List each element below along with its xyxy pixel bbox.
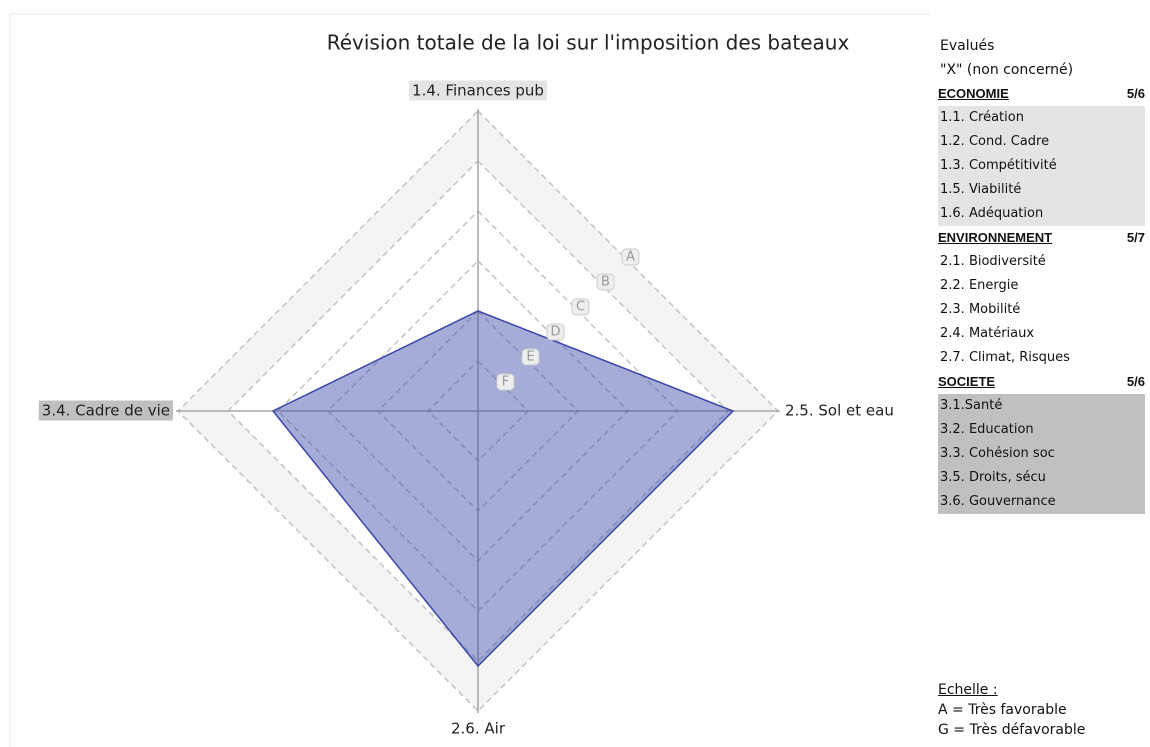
group-item: 1.5. Viabilité <box>940 182 1022 197</box>
axis-label-bg <box>409 80 547 101</box>
chart-title: Révision totale de la loi sur l'impositi… <box>327 31 850 55</box>
tick-label: B <box>601 275 610 290</box>
group-item: 3.1.Santé <box>940 398 1003 413</box>
group-item: 3.3. Cohésion soc <box>940 446 1055 461</box>
group-item: 2.4. Matériaux <box>940 326 1035 341</box>
note: "X" (non concerné) <box>940 62 1074 78</box>
tick-label: D <box>550 325 560 340</box>
group-header: ECONOMIE 5/6 <box>938 82 1145 106</box>
group-item: 2.7. Climat, Risques <box>940 350 1070 365</box>
radar-area <box>271 310 735 668</box>
chart: Révision totale de la loi sur l'impositi… <box>9 13 930 747</box>
tick-box <box>621 248 640 266</box>
group-items: 3.1.Santé 3.2. Education 3.3. Cohésion soc… <box>938 394 1145 514</box>
group-item: 3.2. Education <box>940 422 1034 437</box>
group-item: 1.6. Adéquation <box>940 206 1044 221</box>
group-item: 3.5. Droits, sécu <box>940 470 1046 485</box>
axis-label: 2.6. Air <box>451 720 506 738</box>
group-name: ECONOMIE <box>938 86 1009 101</box>
grid-ring <box>177 110 779 712</box>
tick-label: A <box>626 250 635 265</box>
tick-box <box>596 273 615 291</box>
group-item: 2.3. Mobilité <box>940 302 1021 317</box>
tick-label: E <box>526 350 534 365</box>
scale-note: Echelle : A = Très favorable G = Très déf… <box>938 680 1085 740</box>
note: Evalués <box>940 38 995 54</box>
group-item: 1.1. Création <box>940 110 1024 125</box>
group-item: 2.1. Biodiversité <box>940 254 1046 269</box>
tick-box <box>546 323 565 341</box>
group-item: 1.3. Compétitivité <box>940 158 1057 173</box>
axis-label: 1.4. Finances pub <box>412 82 544 100</box>
group-items: 1.1. Création 1.2. Cond. Cadre 1.3. Compét… <box>938 106 1145 226</box>
group-count: 5/7 <box>1126 230 1145 245</box>
grid-ring <box>227 160 729 662</box>
tick-label: F <box>502 375 509 390</box>
group-header: ENVIRONNEMENT 5/7 <box>938 226 1145 250</box>
axis-label: 3.4. Cadre de vie <box>42 402 170 420</box>
tick-box <box>521 348 540 366</box>
group-header: SOCIETE 5/6 <box>938 370 1145 394</box>
group-count: 5/6 <box>1126 374 1145 389</box>
group-item: 3.6. Gouvernance <box>940 494 1056 509</box>
axis-label-bg <box>38 400 173 421</box>
scale-title: Echelle : <box>938 682 998 698</box>
group-name: ENVIRONNEMENT <box>938 230 1053 245</box>
group-items: 2.1. Biodiversité 2.2. Energie 2.3. Mobili… <box>938 250 1145 370</box>
tick-label: C <box>576 300 585 315</box>
group-count: 5/6 <box>1126 86 1145 101</box>
tick-box <box>496 373 515 391</box>
legend-panel: Evalués "X" (non concerné) ECONOMIE 5/6 1.… <box>938 34 1145 514</box>
group-item: 1.2. Cond. Cadre <box>940 134 1050 149</box>
tick-box <box>571 298 590 316</box>
scale-line: G = Très défavorable <box>938 722 1086 738</box>
group-name: SOCIETE <box>938 374 996 389</box>
scale-line: A = Très favorable <box>938 702 1067 718</box>
group-item: 2.2. Energie <box>940 278 1019 293</box>
axis-label: 2.5. Sol et eau <box>785 402 894 420</box>
